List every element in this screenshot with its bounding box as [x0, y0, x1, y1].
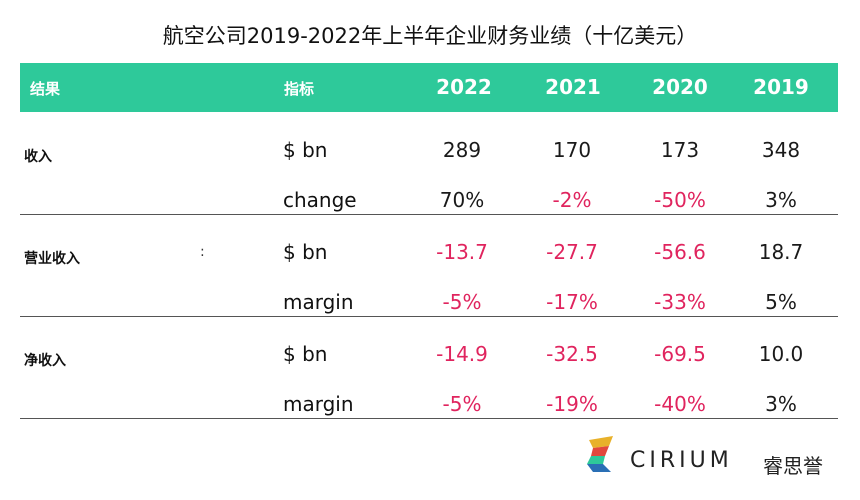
- table-cell: -2%: [552, 188, 592, 212]
- header-year: 2019: [753, 75, 809, 99]
- cirium-logo-icon: [587, 436, 613, 472]
- table-cell: 5%: [765, 290, 797, 314]
- row-group-label: 净收入: [24, 353, 66, 369]
- table-cell: -40%: [654, 392, 706, 416]
- table-cell: 170: [552, 138, 592, 162]
- group-divider: [20, 316, 838, 317]
- table-cell: 70%: [439, 188, 485, 212]
- table-cell: -33%: [654, 290, 706, 314]
- metric-label: margin: [283, 392, 354, 416]
- table-cell: -14.9: [436, 342, 488, 366]
- metric-label: margin: [283, 290, 354, 314]
- table-cell: -32.5: [546, 342, 598, 366]
- table-cell: 289: [442, 138, 482, 162]
- table-cell: 348: [761, 138, 801, 162]
- group-divider: [20, 214, 838, 215]
- table-cell: -17%: [546, 290, 598, 314]
- table-cell: -13.7: [436, 240, 488, 264]
- brand-name-cn: 睿思誉: [763, 454, 823, 478]
- table-cell: -5%: [442, 290, 482, 314]
- group-divider: [20, 418, 838, 419]
- header-year: 2021: [545, 75, 601, 99]
- metric-label: $ bn: [283, 342, 328, 366]
- row-group-label: 营业收入: [24, 251, 80, 267]
- table-cell: 18.7: [758, 240, 804, 264]
- header-result: 结果: [30, 80, 61, 98]
- row-group-label: 收入: [24, 149, 52, 165]
- page-title: 航空公司2019-2022年上半年企业财务业绩（十亿美元）: [162, 24, 698, 48]
- colon-mark: :: [200, 244, 205, 260]
- metric-label: $ bn: [283, 240, 328, 264]
- header-year: 2020: [652, 75, 708, 99]
- table-cell: 10.0: [758, 342, 804, 366]
- header-year: 2022: [436, 75, 492, 99]
- table-cell: -27.7: [546, 240, 598, 264]
- header-metric: 指标: [284, 80, 315, 98]
- table-cell: -69.5: [654, 342, 706, 366]
- table-cell: 173: [660, 138, 700, 162]
- metric-label: $ bn: [283, 138, 328, 162]
- brand-name: CIRIUM: [630, 448, 733, 473]
- metric-label: change: [283, 188, 357, 212]
- table-cell: -19%: [546, 392, 598, 416]
- table-cell: -5%: [442, 392, 482, 416]
- table-cell: -56.6: [654, 240, 706, 264]
- table-header: 结果 指标 2022 2021 2020 2019: [20, 63, 838, 112]
- table-cell: 3%: [765, 392, 797, 416]
- table-cell: -50%: [654, 188, 706, 212]
- table-cell: 3%: [765, 188, 797, 212]
